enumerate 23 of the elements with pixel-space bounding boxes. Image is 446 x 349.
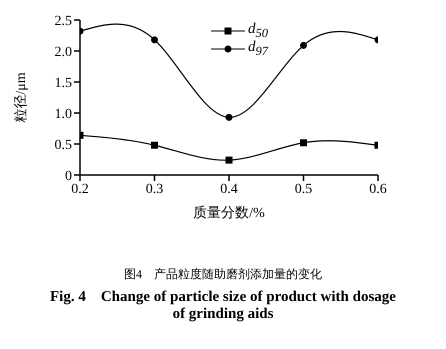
point	[300, 139, 307, 146]
y-tick-label: 1.0	[54, 106, 72, 122]
x-tick-label: 0.6	[369, 182, 387, 197]
x-tick-label: 0.2	[71, 182, 89, 197]
point	[300, 42, 307, 49]
y-tick-label: 1.5	[54, 76, 72, 91]
point	[226, 114, 232, 121]
x-axis-title: 质量分数/%	[193, 205, 266, 221]
x-tick-label: 0.3	[146, 182, 164, 197]
x-tick-label: 0.5	[294, 182, 312, 197]
caption: Fig. 4 Change of particle size of product with dosage of grinding aids	[49, 288, 397, 323]
point	[151, 36, 158, 44]
legend-label: d$_{97}$	[248, 39, 268, 59]
x-tick-label: 0.4	[220, 182, 238, 197]
caption: 图4 产品粒度随助磨剂添加量的变化	[123, 266, 323, 283]
y-tick-label: 0.5	[54, 138, 72, 153]
y-tick-label: 0	[65, 168, 72, 184]
y-axis-title: 粒径/μm	[12, 72, 29, 123]
y-tick-label: 2.0	[54, 44, 72, 60]
legend-label: d$_{50}$	[248, 21, 268, 40]
point	[151, 142, 158, 149]
point	[226, 156, 232, 164]
y-tick-label: 2.5	[54, 14, 72, 29]
